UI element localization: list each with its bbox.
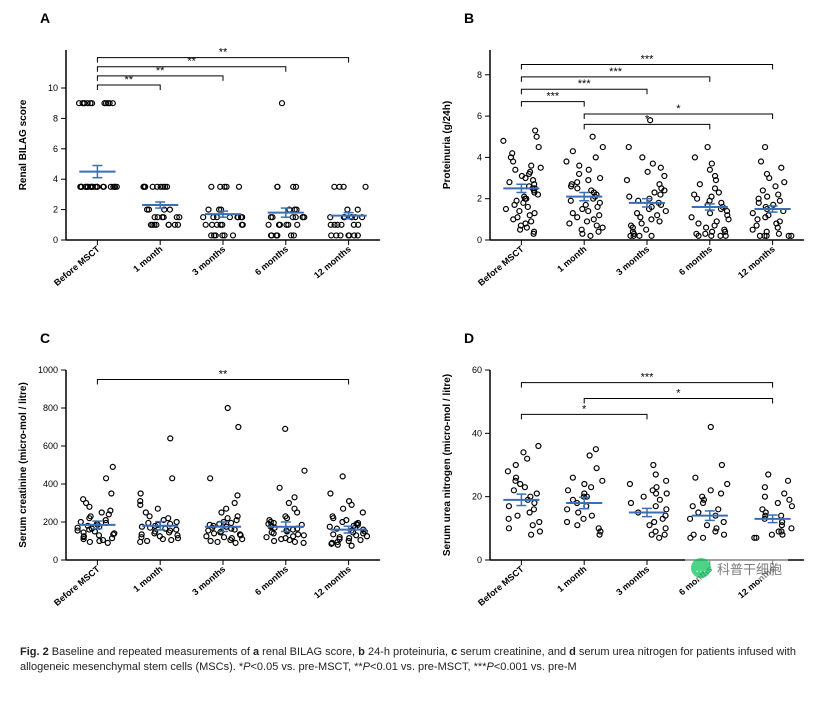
watermark: … 科普干细胞 — [685, 556, 788, 580]
svg-text:6 months: 6 months — [253, 564, 290, 597]
panel-b: B 0 2 4 6 8 Proteinuria (g/24h) Before MSCT 1 mo… — [434, 10, 828, 310]
svg-text:**: ** — [219, 369, 228, 381]
panel-b-label: B — [464, 10, 474, 26]
svg-text:***: *** — [641, 53, 655, 65]
svg-text:12 months: 12 months — [312, 564, 353, 601]
svg-text:1 month: 1 month — [555, 564, 588, 594]
svg-text:2: 2 — [477, 194, 482, 204]
svg-text:4: 4 — [477, 152, 482, 162]
panel-c: C 0 200 400 600 800 1000 Serum creatinine (micr… — [10, 330, 404, 630]
svg-text:8: 8 — [53, 113, 58, 123]
svg-text:4: 4 — [53, 174, 58, 184]
svg-text:60: 60 — [472, 365, 482, 375]
svg-text:Before MSCT: Before MSCT — [476, 244, 526, 288]
svg-text:Before MSCT: Before MSCT — [476, 564, 526, 608]
svg-text:Serum urea nitrogen (micro-mol: Serum urea nitrogen (micro-mol / litre) — [442, 374, 453, 556]
svg-text:*: * — [676, 388, 681, 400]
svg-text:**: ** — [219, 47, 228, 59]
figure-grid: A 0 2 4 6 8 10 Renal BILAG score Before MSCT 1 mo… — [10, 10, 828, 630]
svg-text:***: *** — [609, 66, 623, 78]
svg-text:2: 2 — [53, 205, 58, 215]
panel-d-label: D — [464, 330, 474, 346]
svg-text:6 months: 6 months — [677, 244, 714, 277]
svg-text:600: 600 — [43, 441, 58, 451]
svg-text:*: * — [582, 403, 587, 415]
svg-text:Proteinuria (g/24h): Proteinuria (g/24h) — [442, 101, 453, 189]
svg-text:*: * — [645, 113, 650, 125]
svg-text:3 months: 3 months — [190, 244, 227, 277]
svg-text:Serum creatinine (micro-mol /: Serum creatinine (micro-mol / litre) — [18, 382, 29, 548]
svg-text:40: 40 — [472, 428, 482, 438]
svg-text:200: 200 — [43, 517, 58, 527]
svg-text:0: 0 — [53, 555, 58, 565]
figure-caption: Fig. 2 Baseline and repeated measurement… — [10, 645, 828, 676]
svg-text:1 month: 1 month — [555, 244, 588, 274]
svg-text:6: 6 — [53, 144, 58, 154]
svg-text:10: 10 — [48, 83, 58, 93]
wechat-icon: … — [691, 558, 711, 578]
svg-text:1 month: 1 month — [131, 244, 164, 274]
svg-text:6 months: 6 months — [253, 244, 290, 277]
svg-text:3 months: 3 months — [614, 564, 651, 597]
svg-text:Renal BILAG score: Renal BILAG score — [18, 99, 29, 190]
svg-text:***: *** — [578, 78, 592, 90]
svg-text:6: 6 — [477, 111, 482, 121]
panel-a-label: A — [40, 10, 50, 26]
svg-text:***: *** — [641, 372, 655, 384]
svg-text:1 month: 1 month — [131, 564, 164, 594]
svg-text:12 months: 12 months — [736, 244, 777, 281]
svg-text:1000: 1000 — [38, 365, 58, 375]
panel-d: D 0 20 40 60 Serum urea nitrogen (micro-mol /… — [434, 330, 828, 630]
svg-text:***: *** — [546, 91, 560, 103]
svg-text:Before MSCT: Before MSCT — [52, 564, 102, 608]
watermark-text: 科普干细胞 — [717, 559, 782, 578]
panel-c-label: C — [40, 330, 50, 346]
svg-text:400: 400 — [43, 479, 58, 489]
svg-text:Before MSCT: Before MSCT — [52, 244, 102, 288]
svg-text:*: * — [676, 103, 681, 115]
svg-text:0: 0 — [477, 235, 482, 245]
svg-text:20: 20 — [472, 492, 482, 502]
svg-text:3 months: 3 months — [190, 564, 227, 597]
svg-text:0: 0 — [477, 555, 482, 565]
svg-text:3 months: 3 months — [614, 244, 651, 277]
svg-text:12 months: 12 months — [312, 244, 353, 281]
panel-a: A 0 2 4 6 8 10 Renal BILAG score Before MSCT 1 mo… — [10, 10, 404, 310]
svg-text:8: 8 — [477, 70, 482, 80]
svg-text:0: 0 — [53, 235, 58, 245]
svg-text:800: 800 — [43, 403, 58, 413]
